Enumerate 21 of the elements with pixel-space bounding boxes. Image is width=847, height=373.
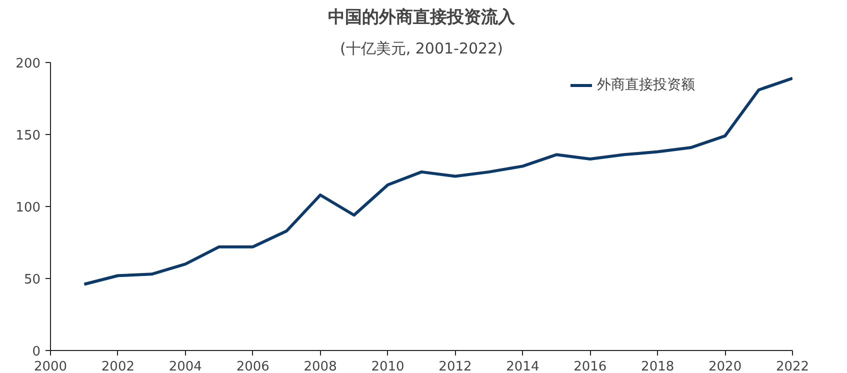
x-tick-label: 2016 [574,360,607,373]
x-tick-label: 2008 [304,360,337,373]
chart-subtitle: (十亿美元, 2001-2022) [340,40,504,58]
x-tick-label: 2002 [101,360,135,373]
x-tick-label: 2000 [34,360,68,373]
line-series [82,76,792,286]
x-tick-label: 2022 [776,360,810,373]
y-tick-label: 100 [16,200,41,216]
x-tick-label: 2010 [371,360,404,373]
x-tick-label: 2020 [708,360,742,373]
chart-title: 中国的外商直接投资流入 [328,8,516,28]
y-tick-label: 50 [24,272,41,288]
y-tick-label: 150 [16,128,41,144]
y-tick-label: 200 [16,56,41,72]
legend-label: 外商直接投资额 [597,76,695,94]
x-tick-label: 2004 [168,360,202,373]
y-tick-label: 0 [32,344,41,360]
x-tick-label: 2012 [438,360,472,373]
x-tick-label: 2018 [641,360,674,373]
x-tick-label: 2014 [506,360,540,373]
x-tick-label: 2006 [236,360,270,373]
